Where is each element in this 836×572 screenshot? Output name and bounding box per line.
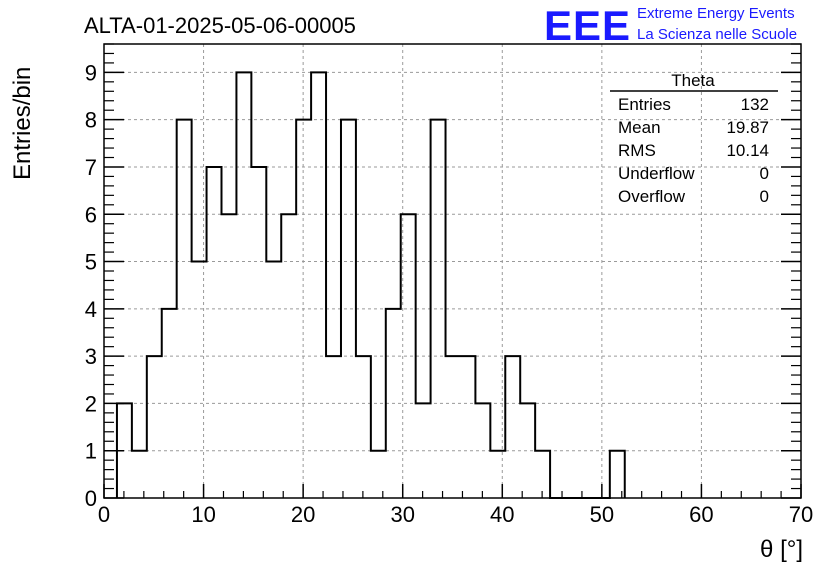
histogram-bin bbox=[281, 214, 296, 498]
y-tick-label: 7 bbox=[85, 155, 97, 180]
histogram-bin bbox=[147, 356, 162, 498]
histogram-bin bbox=[371, 451, 386, 498]
stats-row-value: 0 bbox=[760, 187, 769, 206]
stats-box-title: Theta bbox=[671, 71, 715, 90]
y-tick-label: 5 bbox=[85, 250, 97, 275]
y-tick-label: 1 bbox=[85, 439, 97, 464]
histogram-bin bbox=[505, 356, 520, 498]
eee-logo: EEE Extreme Energy Events La Scienza nel… bbox=[544, 2, 797, 49]
grid-lines bbox=[104, 44, 801, 498]
histogram-bin bbox=[431, 120, 446, 498]
histogram-bin bbox=[460, 356, 475, 498]
y-tick-label: 8 bbox=[85, 108, 97, 133]
stats-row-value: 10.14 bbox=[726, 141, 769, 160]
x-tick-label: 60 bbox=[689, 502, 713, 527]
stats-box: Theta Entries 132 Mean 19.87 RMS 10.14 Underfl… bbox=[610, 71, 778, 206]
x-tick-label: 40 bbox=[490, 502, 514, 527]
plot-frame bbox=[103, 43, 802, 499]
y-tick-label: 4 bbox=[85, 297, 97, 322]
histogram-bin bbox=[446, 356, 461, 498]
logo-letters: EEE bbox=[544, 2, 631, 49]
histogram-bin bbox=[162, 309, 177, 498]
histogram-bin bbox=[207, 167, 222, 498]
histogram-bin bbox=[341, 120, 356, 498]
histogram-bin bbox=[236, 72, 251, 498]
chart-title: ALTA-01-2025-05-06-00005 bbox=[84, 13, 356, 38]
histogram-bin bbox=[251, 167, 266, 498]
stats-row-label: RMS bbox=[618, 141, 656, 160]
histogram-bin bbox=[326, 356, 341, 498]
histogram-step-line bbox=[115, 71, 626, 499]
stats-row-value: 0 bbox=[760, 164, 769, 183]
stats-row-label: Underflow bbox=[618, 164, 695, 183]
histogram-bin bbox=[132, 451, 147, 498]
x-tick-label: 10 bbox=[191, 502, 215, 527]
histogram-bin bbox=[266, 262, 281, 498]
histogram-bin bbox=[356, 356, 371, 498]
histogram-bin bbox=[192, 262, 207, 498]
histogram-bin bbox=[535, 451, 550, 498]
stats-row-label: Mean bbox=[618, 118, 661, 137]
histogram-bin bbox=[311, 72, 326, 498]
x-tick-label: 70 bbox=[789, 502, 813, 527]
histogram-bin bbox=[610, 451, 625, 498]
y-tick-label: 0 bbox=[85, 486, 97, 511]
axis-ticks bbox=[103, 43, 802, 499]
x-tick-labels: 0 10 20 30 40 50 60 70 bbox=[98, 502, 813, 527]
y-tick-label: 3 bbox=[85, 344, 97, 369]
x-tick-label: 50 bbox=[590, 502, 614, 527]
x-axis-title: θ [°] bbox=[760, 536, 803, 563]
y-tick-labels: 0 1 2 3 4 5 6 7 8 9 bbox=[85, 60, 97, 511]
stats-row-value: 19.87 bbox=[726, 118, 769, 137]
y-tick-label: 9 bbox=[85, 60, 97, 85]
y-axis-title: Entries/bin bbox=[9, 67, 36, 180]
histogram-bin bbox=[221, 214, 236, 498]
stats-row-label: Entries bbox=[618, 95, 671, 114]
logo-line-2: La Scienza nelle Scuole bbox=[637, 26, 797, 43]
logo-line-1: Extreme Energy Events bbox=[637, 5, 795, 22]
stats-row-label: Overflow bbox=[618, 187, 686, 206]
x-tick-label: 0 bbox=[98, 502, 110, 527]
y-tick-label: 2 bbox=[85, 391, 97, 416]
x-tick-label: 30 bbox=[390, 502, 414, 527]
stats-row-value: 132 bbox=[741, 95, 769, 114]
y-tick-label: 6 bbox=[85, 202, 97, 227]
x-tick-label: 20 bbox=[291, 502, 315, 527]
histogram-bars bbox=[115, 71, 626, 499]
